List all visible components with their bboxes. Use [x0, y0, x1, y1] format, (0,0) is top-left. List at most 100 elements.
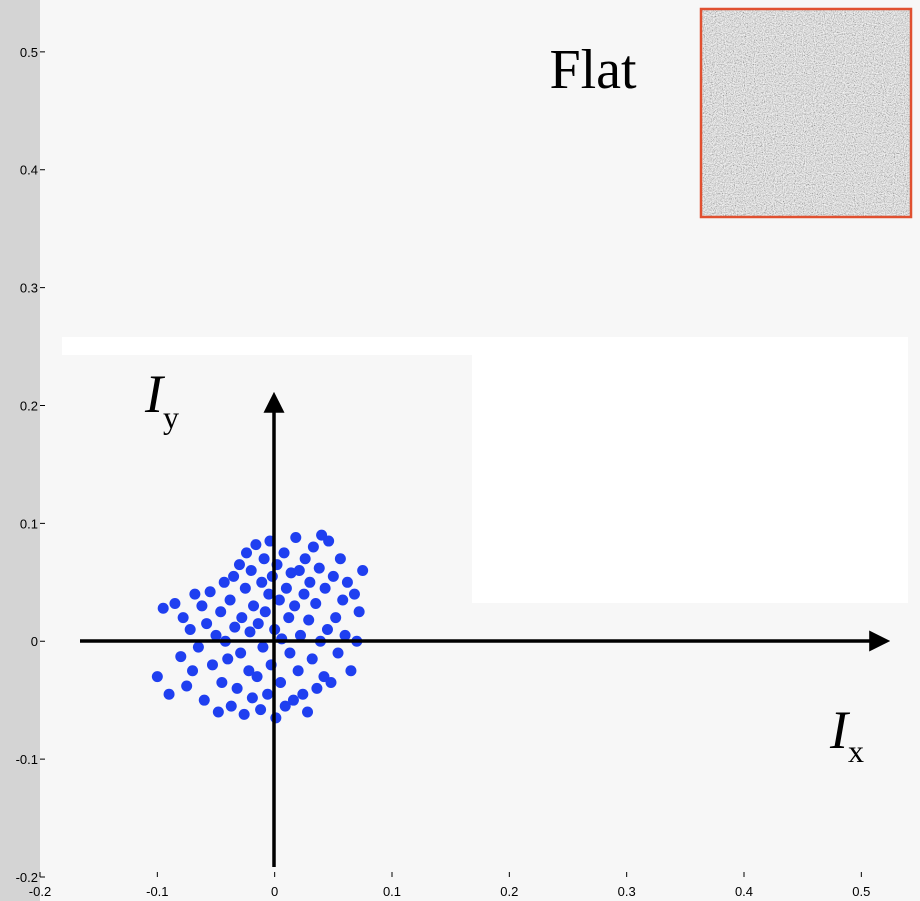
scatter-point	[306, 653, 318, 665]
scatter-point	[280, 582, 292, 594]
scatter-point	[341, 576, 353, 588]
scatter-point	[302, 706, 314, 718]
scatter-point	[189, 588, 201, 600]
scatter-point	[187, 665, 199, 677]
scatter-point	[210, 629, 222, 641]
scatter-point	[244, 626, 256, 638]
scatter-point	[201, 618, 213, 630]
scatter-point	[236, 612, 248, 624]
scatter-point	[228, 570, 240, 582]
y-tick-label: 0	[31, 634, 38, 649]
y-tick-label: 0.5	[20, 45, 38, 60]
scatter-point	[278, 547, 290, 559]
scatter-point	[192, 641, 204, 653]
x-tick-label: 0.4	[735, 884, 753, 899]
scatter-point	[283, 612, 295, 624]
x-label-subscript: x	[848, 733, 864, 769]
scatter-point	[235, 647, 247, 659]
scatter-point	[225, 700, 237, 712]
scatter-point	[224, 594, 236, 606]
scatter-point	[215, 606, 227, 618]
scatter-point	[184, 623, 196, 635]
x-axis-label: Ix	[829, 700, 864, 769]
x-tick-label: 0	[271, 884, 278, 899]
scatter-point	[287, 694, 299, 706]
scatter-point	[323, 535, 335, 547]
x-label-symbol: I	[829, 700, 851, 760]
overlay-patch	[472, 337, 908, 603]
y-tick-label: 0.3	[20, 281, 38, 296]
scatter-point	[279, 700, 291, 712]
y-tick-label: 0.1	[20, 516, 38, 531]
scatter-point	[204, 586, 216, 598]
scatter-point	[273, 594, 285, 606]
scatter-point	[292, 665, 304, 677]
scatter-point	[251, 671, 263, 683]
scatter-point	[332, 647, 344, 659]
scatter-point	[243, 665, 255, 677]
scatter-point	[241, 547, 253, 559]
scatter-point	[206, 659, 218, 671]
x-tick-label: 0.1	[383, 884, 401, 899]
scatter-point	[311, 682, 323, 694]
scatter-point	[222, 653, 234, 665]
y-tick-label: -0.2	[16, 870, 38, 885]
scatter-point	[256, 576, 268, 588]
scatter-point	[229, 621, 241, 633]
x-tick-label: -0.2	[29, 884, 51, 899]
scatter-point	[248, 600, 260, 612]
scatter-point	[212, 706, 224, 718]
scatter-point	[321, 623, 333, 635]
scatter-point	[246, 692, 258, 704]
scatter-point	[262, 688, 274, 700]
scatter-point	[175, 651, 187, 663]
x-tick-label: 0.5	[852, 884, 870, 899]
y-label-symbol: I	[144, 364, 166, 424]
scatter-point	[299, 553, 311, 565]
scatter-point	[238, 708, 250, 720]
scatter-point	[163, 688, 175, 700]
scatter-point	[290, 532, 302, 544]
scatter-point	[231, 682, 243, 694]
scatter-point	[284, 647, 296, 659]
y-tick-label: 0.4	[20, 163, 38, 178]
scatter-point	[177, 612, 189, 624]
scatter-point	[181, 680, 193, 692]
x-tick-label: 0.2	[500, 884, 518, 899]
scatter-point	[216, 677, 228, 689]
chart-title: Flat	[549, 39, 637, 101]
scatter-point	[293, 565, 305, 577]
scatter-point	[245, 565, 257, 577]
scatter-point	[303, 614, 315, 626]
image-border	[699, 7, 913, 219]
scatter-point	[337, 594, 349, 606]
scatter-point	[259, 606, 271, 618]
scatter-point	[289, 600, 301, 612]
scatter-point	[297, 688, 309, 700]
scatter-point	[151, 671, 163, 683]
scatter-point	[307, 541, 319, 553]
noise-image	[701, 9, 911, 217]
scatter-point	[257, 641, 269, 653]
bottom-margin	[40, 877, 920, 901]
scatter-point	[313, 562, 325, 574]
scatter-point	[304, 576, 316, 588]
scatter-point	[339, 629, 351, 641]
x-tick-label: -0.1	[146, 884, 168, 899]
left-margin	[0, 0, 40, 901]
scatter-point	[252, 618, 264, 630]
scatter-point	[250, 539, 262, 551]
scatter-point	[263, 588, 275, 600]
scatter-point	[255, 704, 267, 716]
scatter-point	[294, 629, 306, 641]
scatter-point	[239, 582, 251, 594]
y-tick-label: 0.2	[20, 398, 38, 413]
y-label-subscript: y	[163, 399, 179, 435]
y-tick-label: -0.1	[16, 752, 38, 767]
scatter-point	[298, 588, 310, 600]
scatter-point	[157, 602, 169, 614]
scatter-point	[233, 559, 245, 571]
y-axis-label: Iy	[144, 364, 179, 435]
scatter-point	[169, 598, 181, 610]
